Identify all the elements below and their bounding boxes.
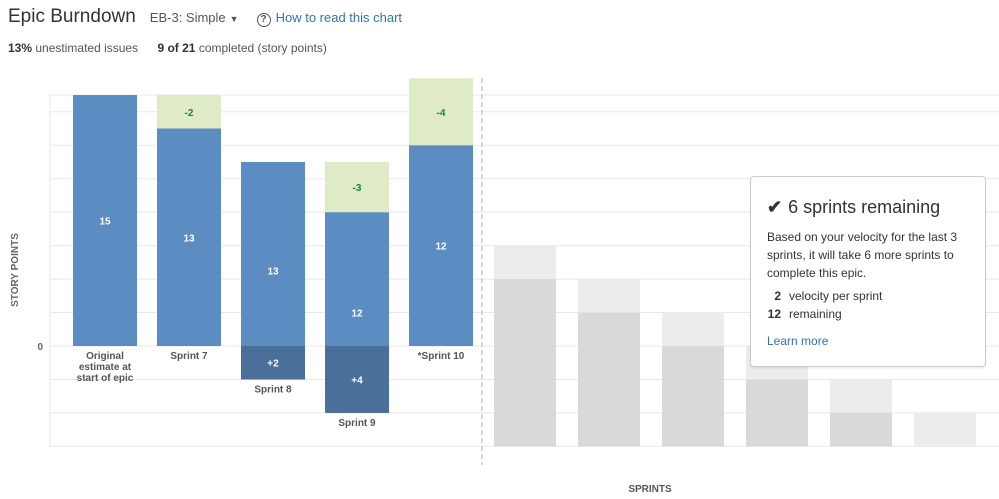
y-tick-label: 0 [37,342,43,353]
bar-value-label: 15 [99,217,111,228]
forecast-bar-completed [914,412,976,447]
forecast-bar-completed [578,279,640,313]
forecast-bar-remaining [578,312,640,447]
bar-completed [325,161,389,213]
epic-select-label: EB-3: Simple [149,10,226,25]
forecast-bar-completed [662,312,724,346]
caret-down-icon: ▼ [229,14,239,24]
page-title: Epic Burndown [8,6,136,27]
bar-remaining [241,161,305,380]
forecast-text: Based on your velocity for the last 3 sp… [767,230,958,280]
header: Epic Burndown EB-3: Simple ▼ ? How to read… [8,6,402,28]
added-value-label: +2 [267,359,279,370]
sprint-label: estimate at [79,362,132,373]
forecast-bar-completed [830,379,892,413]
completed-value-label: -3 [353,183,362,194]
forecast-bar-remaining [830,412,892,447]
forecast-bar-remaining [494,279,556,447]
remaining-label: remaining [789,307,842,321]
bar-value-label: 12 [351,309,363,320]
help-link-label: How to read this chart [275,10,403,25]
completed-value: 9 of 21 [157,41,196,55]
forecast-bar-completed [494,245,556,280]
bar-remaining [409,145,473,346]
stats: 13% unestimated issues 9 of 21 completed… [8,41,327,55]
bar-completed [409,78,473,146]
sprint-label: start of epic [77,373,134,384]
forecast-panel: ✔ 6 sprints remaining Based on your veloc… [750,176,986,367]
bar-completed [157,95,221,129]
unestimated-label: unestimated issues [35,41,139,55]
velocity-value: 2 [774,289,781,303]
forecast-heading: 6 sprints remaining [788,197,941,217]
added-value-label: +4 [351,375,363,386]
completed-value-label: -4 [437,108,446,119]
sprint-label: Original [86,351,124,362]
sprint-label: Sprint 8 [254,384,292,395]
unestimated-pct: 13% [8,41,33,55]
question-icon: ? [256,13,271,27]
velocity-label: velocity per sprint [789,289,883,303]
y-axis-label: STORY POINTS [10,233,21,307]
help-link[interactable]: ? How to read this chart [256,10,403,27]
bar-added [241,346,305,380]
remaining-value: 12 [767,307,781,321]
epic-select[interactable]: EB-3: Simple ▼ [150,10,239,25]
bar-added [325,346,389,413]
bar-remaining [73,95,137,346]
bar-value-label: 13 [183,233,195,244]
completed-value-label: -2 [185,108,194,119]
x-axis-label: SPRINTS [628,484,672,495]
sprint-label: *Sprint 10 [418,351,465,362]
check-icon: ✔ [767,197,783,217]
learn-more-link[interactable]: Learn more [767,334,829,348]
sprint-label: Sprint 7 [170,351,208,362]
completed-label: completed (story points) [198,41,327,55]
sprint-label: Sprint 9 [338,418,376,429]
bar-value-label: 12 [435,242,447,253]
forecast-bar-remaining [746,379,808,447]
forecast-bar-remaining [662,346,724,447]
bar-value-label: 13 [267,267,279,278]
bar-remaining [157,128,221,346]
